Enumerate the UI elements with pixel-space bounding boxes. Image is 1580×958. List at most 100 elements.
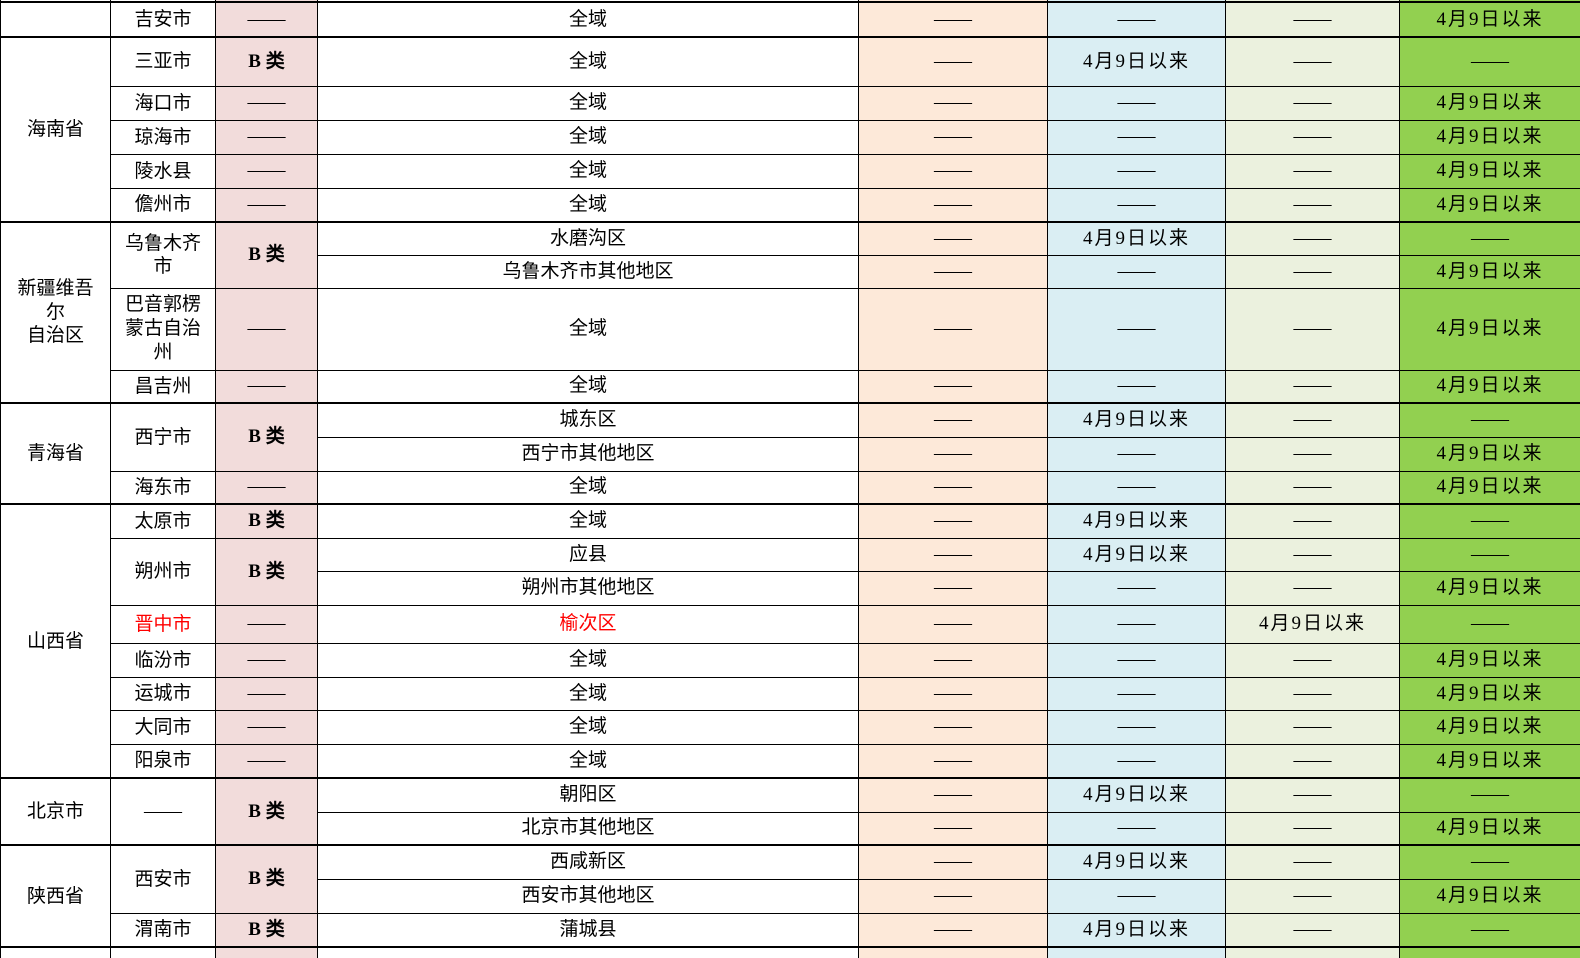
value-cell-4: 4月9日以来 [1399, 878, 1580, 914]
city-cell: 昌吉州 [110, 369, 216, 404]
value-cell-4: 4月9日以来 [1399, 85, 1580, 121]
region-cell-text: 全域 [568, 92, 607, 114]
region-cell: 蒲城县 [317, 912, 859, 948]
value-cell-1-text: —— [934, 126, 972, 148]
value-cell-4: 4月9日以来 [1399, 811, 1580, 846]
region-cell-text: 全域 [568, 476, 607, 498]
value-cell-1-text: —— [934, 260, 972, 282]
value-cell-2: 4月9日以来 [1047, 912, 1226, 948]
value-cell-2-text: —— [1117, 92, 1156, 114]
value-cell-2-text: —— [1117, 193, 1156, 215]
table-row: 海东市 —— 全域 —— —— —— 4月9日以来 [1, 470, 1580, 505]
value-cell-2: —— [1047, 187, 1226, 223]
value-cell-3-text: —— [1293, 784, 1332, 806]
table-row: 巴音郭楞蒙古自治州 —— 全域 —— —— —— 4月9日以来 [1, 287, 1580, 371]
value-cell-4-text: 4月9日以来 [1436, 126, 1544, 148]
category-cell-text: —— [247, 92, 286, 114]
category-cell: B 类 [215, 537, 318, 606]
value-cell-4: 4月9日以来 [1399, 153, 1580, 189]
value-cell-4: —— [1399, 36, 1580, 87]
value-cell-3: —— [1225, 369, 1400, 404]
category-cell: —— [215, 85, 318, 121]
province-cell-text: 新疆维吾尔 自治区 [17, 277, 94, 347]
value-cell-4: 4月9日以来 [1399, 119, 1580, 155]
category-cell-text: —— [247, 476, 286, 498]
value-cell-3: —— [1225, 187, 1400, 223]
value-cell-3: —— [1225, 570, 1400, 606]
value-cell-3: 4月9日以来 [1225, 604, 1400, 644]
table-row: 海南省 三亚市 B 类全域 —— 4月9日以来 —— —— [0, 36, 1580, 223]
value-cell-1: —— [858, 777, 1048, 813]
value-cell-2-text: 4月9日以来 [1082, 784, 1190, 806]
value-cell-1: —— [858, 153, 1048, 189]
value-cell-3-text: —— [1293, 682, 1332, 704]
region-cell-text: 榆次区 [559, 613, 617, 635]
cutoff-row [0, 946, 1580, 958]
value-cell-2: —— [1047, 743, 1226, 779]
value-cell-4-text: 4月9日以来 [1436, 92, 1544, 114]
cutoff-cell-6 [1047, 946, 1226, 958]
region-cell: 朝阳区 [317, 777, 859, 813]
table-row: 吉安市 —— 全域 —— —— —— 4月9日以来 [0, 1, 1580, 38]
value-cell-1: —— [858, 844, 1048, 880]
value-cell-1-text: —— [934, 543, 972, 565]
value-cell-3: —— [1225, 878, 1400, 914]
value-cell-4: 4月9日以来 [1399, 369, 1580, 404]
region-cell: 西宁市其他地区 [317, 436, 859, 472]
category-cell: —— [215, 642, 318, 678]
city-cell: 乌鲁木齐市 [110, 221, 216, 289]
region-cell: 全域 [317, 153, 859, 189]
value-cell-2-text: —— [1117, 749, 1156, 771]
value-cell-2: —— [1047, 153, 1226, 189]
value-cell-3: —— [1225, 287, 1400, 371]
value-cell-4: 4月9日以来 [1399, 1, 1580, 38]
value-cell-3-text: —— [1293, 50, 1332, 72]
value-cell-2: —— [1047, 604, 1226, 644]
category-cell-text: B 类 [248, 510, 285, 532]
city-cell-text: 渭南市 [134, 919, 192, 941]
category-cell: B 类 [215, 503, 318, 539]
category-cell-text: —— [247, 160, 286, 182]
city-cell-text: 晋中市 [134, 613, 192, 635]
category-cell: —— [215, 604, 318, 644]
value-cell-4-text: —— [1471, 510, 1509, 532]
value-cell-2: —— [1047, 119, 1226, 155]
province-cell-text: 山西省 [26, 630, 84, 652]
category-cell: —— [215, 470, 318, 505]
table-row: 临汾市 —— 全域 —— —— —— 4月9日以来 [1, 642, 1580, 678]
city-cell: —— [110, 777, 216, 846]
region-cell-text: 蒲城县 [559, 918, 617, 940]
province-cell: 青海省 [0, 402, 111, 505]
region-cell: 水磨沟区 [317, 221, 859, 256]
value-cell-3: —— [1225, 436, 1400, 472]
value-cell-3-text: —— [1293, 409, 1332, 431]
category-cell-text: —— [247, 613, 286, 635]
value-cell-4-text: 4月9日以来 [1436, 193, 1544, 215]
value-cell-4: 4月9日以来 [1399, 570, 1580, 606]
value-cell-4: 4月9日以来 [1399, 436, 1580, 472]
value-cell-1-text: —— [934, 716, 972, 738]
value-cell-3-text: —— [1293, 510, 1332, 532]
category-cell: —— [215, 369, 318, 404]
category-cell: B 类 [215, 402, 318, 472]
value-cell-3: —— [1225, 642, 1400, 678]
table-row: 北京市其他地区 —— —— —— 4月9日以来 [1, 811, 1580, 846]
table-row: 儋州市 —— 全域 —— —— —— 4月9日以来 [1, 187, 1580, 223]
region-cell: 全域 [317, 709, 859, 745]
table-row: 北京市 —— B 类 朝阳区 —— 4月9日以来 —— —— [0, 777, 1580, 846]
value-cell-1: —— [858, 369, 1048, 404]
region-cell-text: 西宁市其他地区 [521, 443, 655, 465]
province-cell-text: 青海省 [26, 443, 84, 464]
value-cell-1-text: —— [934, 682, 972, 704]
value-cell-4: 4月9日以来 [1399, 187, 1580, 223]
value-cell-2: —— [1047, 878, 1226, 914]
city-cell: 西安市 [110, 844, 216, 914]
value-cell-1-text: —— [934, 92, 972, 114]
value-cell-1: —— [858, 254, 1048, 289]
region-cell-text: 西咸新区 [549, 851, 626, 873]
city-cell-text: 陵水县 [134, 160, 192, 182]
value-cell-3: —— [1225, 537, 1400, 572]
category-cell: B 类 [215, 777, 318, 846]
